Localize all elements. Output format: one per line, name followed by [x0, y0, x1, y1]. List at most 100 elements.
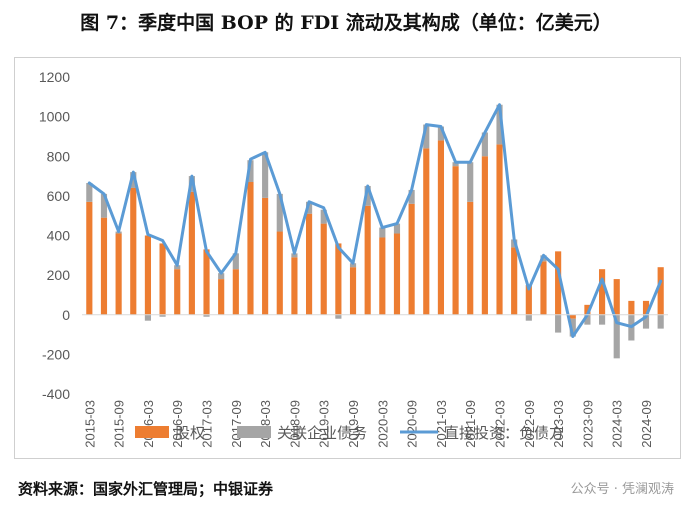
equity-bar [174, 269, 181, 315]
x-axis: 2015-03 2015-09 2016-03 2016-09 2017-03 2017-… [82, 314, 668, 448]
equity-bar [203, 249, 210, 315]
debt-bar [320, 209, 327, 224]
debt-bar [584, 314, 591, 325]
equity-bar [642, 300, 650, 315]
equity-bar [115, 233, 122, 315]
equity-bar [628, 300, 635, 315]
y-tick-label: -200 [42, 346, 70, 362]
x-tick-label: 2016-03 [141, 400, 156, 448]
equity-bar [393, 233, 401, 315]
x-tick-label: 2018-03 [258, 400, 273, 448]
y-tick-label: 400 [47, 228, 71, 244]
equity-bar [247, 182, 254, 315]
equity-bar [305, 213, 313, 315]
debt-bar [130, 172, 137, 188]
equity-bar [452, 166, 459, 315]
equity-bar [481, 156, 488, 315]
equity-bar [100, 217, 108, 315]
debt-bar [276, 193, 283, 232]
debt-bar [569, 318, 576, 337]
legend-equity-label: 股权 [175, 424, 205, 442]
debt-bar [481, 132, 488, 157]
equity-bar [496, 144, 503, 315]
x-tick-label: 2018-09 [287, 400, 302, 448]
y-tick-label: 800 [47, 148, 71, 164]
debt-bar [364, 185, 371, 206]
x-tick-label: 2015-09 [112, 400, 127, 448]
equity-bar [657, 267, 664, 315]
equity-bar [555, 251, 562, 315]
y-tick-label: 600 [47, 188, 71, 204]
debt-bar [86, 182, 93, 202]
equity-bar [291, 257, 298, 315]
equity-bar [364, 205, 371, 315]
debt-bar [159, 314, 166, 317]
equity-bar [144, 235, 152, 315]
debt-bar [379, 227, 386, 238]
debt-bar [613, 314, 620, 359]
bar-series [86, 104, 664, 359]
x-tick-label: 2020-03 [375, 400, 390, 448]
debt-bar [305, 201, 313, 214]
y-tick-label: 1000 [39, 109, 70, 125]
watermark: 公众号 · 凭澜观涛 [570, 482, 674, 497]
debt-bar [100, 193, 108, 218]
x-tick-label: 2022-09 [522, 400, 537, 448]
debt-bar [144, 314, 152, 321]
chart-frame [14, 57, 681, 459]
x-tick-label: 2021-03 [434, 400, 449, 448]
x-tick-label: 2019-09 [346, 400, 361, 448]
debt-bar [467, 162, 474, 202]
equity-bar [598, 269, 606, 315]
debt-bar [642, 314, 650, 329]
x-tick-label: 2017-09 [229, 400, 244, 448]
debt-bar [335, 314, 342, 319]
equity-bar [584, 304, 591, 315]
debt-bar [262, 152, 269, 198]
x-tick-label: 2022-03 [493, 400, 508, 448]
debt-bar [174, 265, 181, 270]
x-tick-label: 2021-09 [463, 400, 478, 448]
equity-bar [218, 279, 225, 315]
legend-debt-label: 关联企业债务 [277, 424, 367, 442]
equity-bar [276, 231, 283, 315]
debt-bar [218, 273, 225, 280]
direct-investment-line [87, 103, 663, 338]
chart-title: 图 7：季度中国 BOP 的 FDI 流动及其构成（单位：亿美元） [80, 12, 612, 34]
debt-bar [525, 314, 532, 321]
y-tick-label: -400 [42, 386, 70, 402]
debt-bar [555, 314, 562, 333]
x-tick-label: 2016-09 [170, 400, 185, 448]
equity-bar [408, 203, 415, 315]
y-axis: -400 -200 0 200 400 600 800 1000 1200 [39, 69, 70, 402]
y-tick-label: 1200 [39, 69, 70, 85]
equity-bar [349, 267, 357, 315]
line-series [87, 103, 663, 338]
debt-bar [496, 104, 503, 145]
equity-bar [262, 197, 269, 315]
x-tick-label: 2019-03 [317, 400, 332, 448]
equity-bar [335, 243, 342, 315]
debt-bar [393, 223, 401, 234]
legend: 股权 关联企业债务 直接投资：负债方 [135, 424, 564, 442]
debt-bar [408, 189, 415, 204]
equity-bar [159, 243, 166, 315]
debt-bar [452, 162, 459, 167]
source-note: 资料来源：国家外汇管理局；中银证券 [18, 480, 274, 498]
equity-bar [540, 261, 547, 315]
x-tick-label: 2024-03 [610, 400, 625, 448]
debt-bar [247, 160, 254, 183]
equity-bar [511, 247, 518, 315]
debt-bar [291, 253, 298, 258]
equity-bar [232, 269, 239, 315]
debt-bar [232, 253, 239, 270]
x-tick-label: 2023-09 [580, 400, 595, 448]
legend-equity-swatch [135, 426, 169, 438]
x-tick-label: 2017-03 [200, 400, 215, 448]
debt-bar [203, 314, 210, 317]
equity-bar [86, 201, 93, 315]
equity-bar [130, 187, 137, 315]
equity-bar [613, 279, 620, 315]
equity-bar [423, 148, 430, 315]
